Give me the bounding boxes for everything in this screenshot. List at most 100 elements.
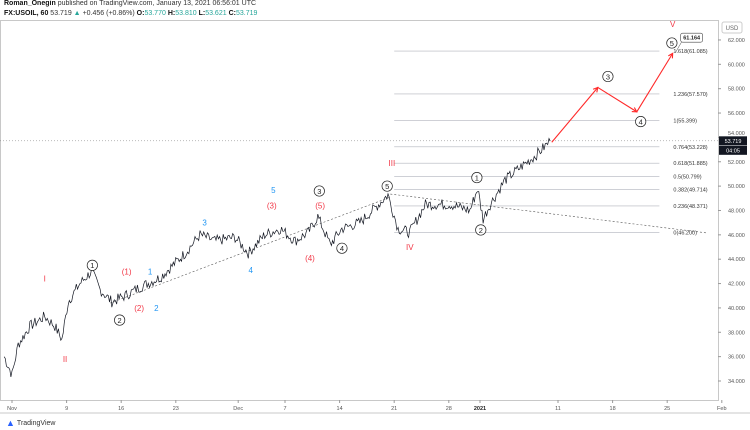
wave-marker: 2: [154, 304, 159, 313]
wave-circle: [313, 185, 325, 197]
tradingview-logo: ▲ TradingView: [6, 419, 55, 428]
y-tick-label: 40.000: [728, 306, 745, 312]
fib-level-label: 0.5(50.799): [673, 174, 701, 180]
wave-label: I: [44, 275, 46, 284]
current-price-label: 53.719: [725, 139, 742, 145]
wave-marker: V: [670, 20, 676, 29]
wave-circle: [666, 37, 678, 49]
current-price-badge: [719, 136, 747, 146]
x-tick-label: Feb: [717, 406, 726, 412]
wave-marker: II: [63, 355, 67, 364]
wave-marker: (5): [315, 202, 325, 211]
wave-marker: (4): [305, 254, 315, 263]
y-tick-label: 34.000: [728, 379, 745, 385]
fib-level-label: 0.236(48.371): [673, 204, 707, 210]
projection-arrowhead: [631, 107, 638, 113]
fib-level-label: 1.618(61.085): [673, 49, 707, 55]
close-value: 53.719: [235, 10, 258, 17]
wave-marker: 5: [381, 180, 393, 192]
wave-marker: 5: [271, 186, 276, 195]
y-tick-label: 62.000: [728, 38, 745, 44]
x-tick-label: Dec: [233, 406, 243, 412]
y-tick-label: 54.000: [728, 131, 745, 137]
logo-icon: ▲: [6, 418, 15, 428]
y-tick-label: 36.000: [728, 355, 745, 361]
wave-label: 3: [202, 219, 207, 228]
close-label: C:: [228, 10, 236, 17]
currency-label: USD: [726, 26, 739, 32]
wave-label: 5: [670, 39, 674, 48]
wave-label: (3): [267, 202, 277, 211]
wave-marker: (2): [134, 304, 144, 313]
x-tick-label: Nov: [7, 406, 17, 412]
publish-info: Roman_Onegin published on TradingView.co…: [4, 0, 256, 8]
wave-marker: 3: [313, 185, 325, 197]
symbol-legend: FX:USOIL, 60 53.719 ▲ +0.456 (+0.86%) O:…: [4, 10, 257, 18]
wave-marker: 4: [248, 266, 253, 275]
wave-label: (5): [315, 202, 325, 211]
wave-marker: (3): [267, 202, 277, 211]
fib-level-label: 0.764(53.228): [673, 145, 707, 151]
wave-marker: 3: [202, 219, 207, 228]
x-tick-label: 2021: [474, 406, 486, 412]
wave-label: III: [389, 159, 396, 168]
x-tick-label: 9: [65, 406, 68, 412]
wave-marker: 1: [86, 259, 98, 271]
wave-marker: 4: [635, 116, 647, 128]
wave-marker: IV: [406, 243, 414, 252]
up-arrow-icon: ▲: [73, 10, 81, 17]
last-price: 53.719: [50, 10, 72, 17]
wave-label: 4: [340, 244, 344, 253]
wave-marker: 5: [666, 37, 678, 49]
target-label-box: [680, 32, 703, 43]
y-tick-label: 56.000: [728, 111, 745, 117]
wave-circle: [381, 180, 393, 192]
published-text: published on TradingView.com, January 13…: [57, 0, 257, 7]
symbol: FX:USOIL, 60: [4, 10, 49, 17]
y-tick-label: 52.000: [728, 160, 745, 166]
fib-level-label: 0(46.200): [673, 230, 697, 236]
countdown-badge: [719, 145, 747, 155]
y-tick-label: 60.000: [728, 62, 745, 68]
fib-level-label: 1.236(57.570): [673, 92, 707, 98]
x-tick-label: 14: [337, 406, 343, 412]
wave-circle: [114, 314, 126, 326]
trendline: [390, 193, 708, 234]
wave-label: 2: [118, 316, 122, 325]
open-value: 53.770: [144, 10, 166, 17]
high-value: 53.810: [175, 10, 197, 17]
wave-circle: [602, 70, 614, 83]
wave-label: 5: [271, 186, 276, 195]
wave-marker: 2: [475, 224, 487, 236]
wave-label: (4): [305, 254, 315, 263]
low-value: 53.621: [205, 10, 227, 17]
brand-name: TradingView: [16, 420, 56, 427]
y-tick-label: 44.000: [728, 257, 745, 263]
x-tick-label: 11: [555, 406, 561, 412]
y-tick-label: 48.000: [728, 208, 745, 214]
wave-marker: 2: [114, 314, 126, 326]
wave-marker: 1: [148, 267, 153, 276]
wave-label: 2: [479, 226, 483, 235]
countdown-label: 04:05: [726, 148, 740, 154]
y-tick-label: 50.000: [728, 184, 745, 190]
y-tick-label: 38.000: [728, 330, 745, 336]
x-tick-label: 23: [173, 406, 179, 412]
wave-label: 2: [154, 304, 159, 313]
author: Roman_Onegin: [4, 0, 56, 7]
wave-circle: [475, 224, 487, 236]
target-label: 61.164: [683, 36, 701, 42]
high-label: H:: [167, 10, 176, 17]
wave-label: 3: [606, 72, 610, 81]
projection-path: [551, 53, 674, 143]
wave-circle: [86, 259, 98, 271]
wave-label: IV: [406, 243, 414, 252]
wave-marker: 4: [336, 242, 348, 254]
wave-label: 3: [317, 187, 321, 196]
change: +0.456 (+0.86%): [82, 10, 135, 17]
wave-marker: 1: [471, 172, 483, 184]
wave-label: 4: [248, 266, 253, 275]
y-tick-label: 42.000: [728, 282, 745, 288]
wave-marker: 3: [602, 70, 614, 83]
